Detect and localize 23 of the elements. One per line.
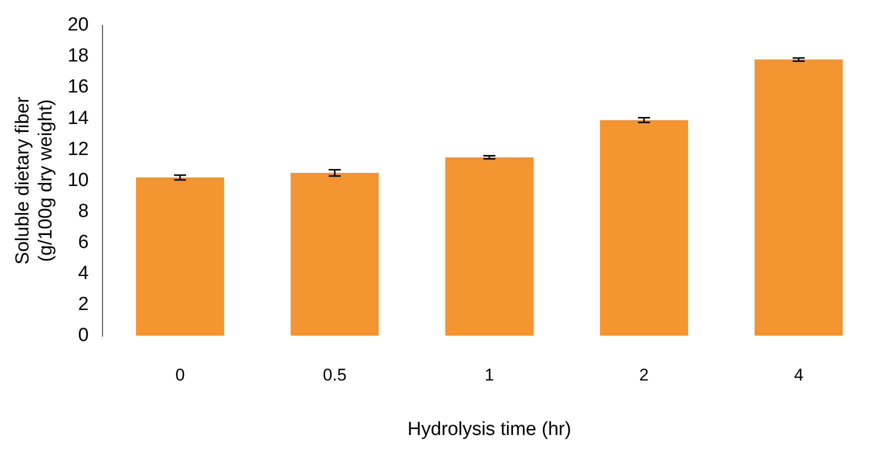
y-axis-title: Soluble dietary fiber (g/100g dry weight) [12, 96, 56, 265]
y-tick-label: 10 [68, 170, 89, 191]
bar [445, 157, 534, 336]
y-tick-label: 12 [68, 138, 89, 160]
x-tick-label: 1 [484, 366, 494, 385]
y-tick-label: 4 [78, 262, 90, 284]
y-tick-label: 8 [78, 200, 89, 222]
y-tick-label: 18 [68, 46, 89, 67]
x-tick-label: 0.5 [322, 366, 347, 385]
x-axis-title: Hydrolysis time (hr) [408, 418, 572, 440]
bar [136, 177, 224, 336]
bar [754, 60, 843, 336]
bar [600, 120, 688, 336]
x-tick-label: 2 [639, 366, 649, 385]
y-tick-label: 0 [78, 325, 89, 346]
y-tick-label: 6 [78, 232, 89, 253]
y-tick-label: 14 [68, 108, 90, 129]
y-tick-label: 2 [78, 294, 89, 315]
y-tick-label: 20 [68, 14, 89, 36]
x-tick-label: 0 [175, 366, 185, 385]
y-tick-label: 16 [68, 76, 89, 98]
x-tick-label: 4 [794, 366, 804, 385]
bar [290, 172, 379, 336]
